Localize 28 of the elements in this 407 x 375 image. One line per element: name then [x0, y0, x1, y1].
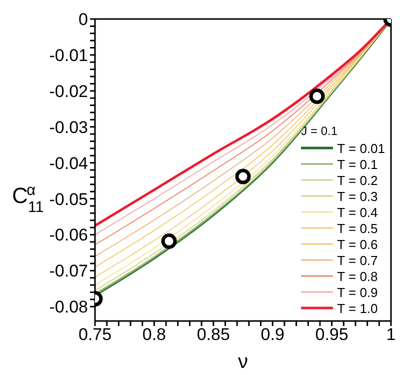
x-tick-label: 1 [386, 325, 396, 344]
legend-label: T = 0.2 [337, 172, 378, 188]
legend-label: T = 0.5 [337, 220, 378, 236]
y-tick-label: -0.04 [49, 154, 88, 173]
y-tick-label: -0.08 [49, 298, 88, 317]
y-tick-label: -0.05 [49, 190, 88, 209]
x-tick-label: 0.95 [315, 325, 348, 344]
legend-label: T = 0.9 [337, 284, 378, 300]
y-tick-label: -0.03 [49, 118, 88, 137]
legend-label: T = 0.4 [337, 204, 378, 220]
x-tick-label: 0.85 [196, 325, 230, 344]
legend-label: T = 0.7 [337, 252, 378, 268]
y-tick-label: -0.02 [49, 82, 88, 101]
legend-label: T = 0.6 [337, 236, 378, 252]
x-axis-title: ν [238, 351, 248, 373]
y-tick-label: -0.06 [49, 226, 88, 245]
legend-label: T = 0.8 [337, 268, 378, 284]
legend-title: J = 0.1 [301, 124, 339, 138]
legend-label: T = 0.3 [337, 188, 378, 204]
y-tick-label: -0.07 [49, 262, 88, 281]
legend-label: T = 0.1 [337, 156, 378, 172]
y-tick-label: 0 [78, 10, 88, 30]
legend-label: T = 0.01 [337, 140, 385, 156]
x-tick-label: 0.8 [142, 325, 166, 344]
x-tick-label: 0.9 [260, 325, 284, 344]
x-tick-label: 0.75 [78, 325, 112, 344]
legend-label: T = 1.0 [337, 300, 378, 316]
y-tick-label: -0.01 [49, 46, 88, 65]
